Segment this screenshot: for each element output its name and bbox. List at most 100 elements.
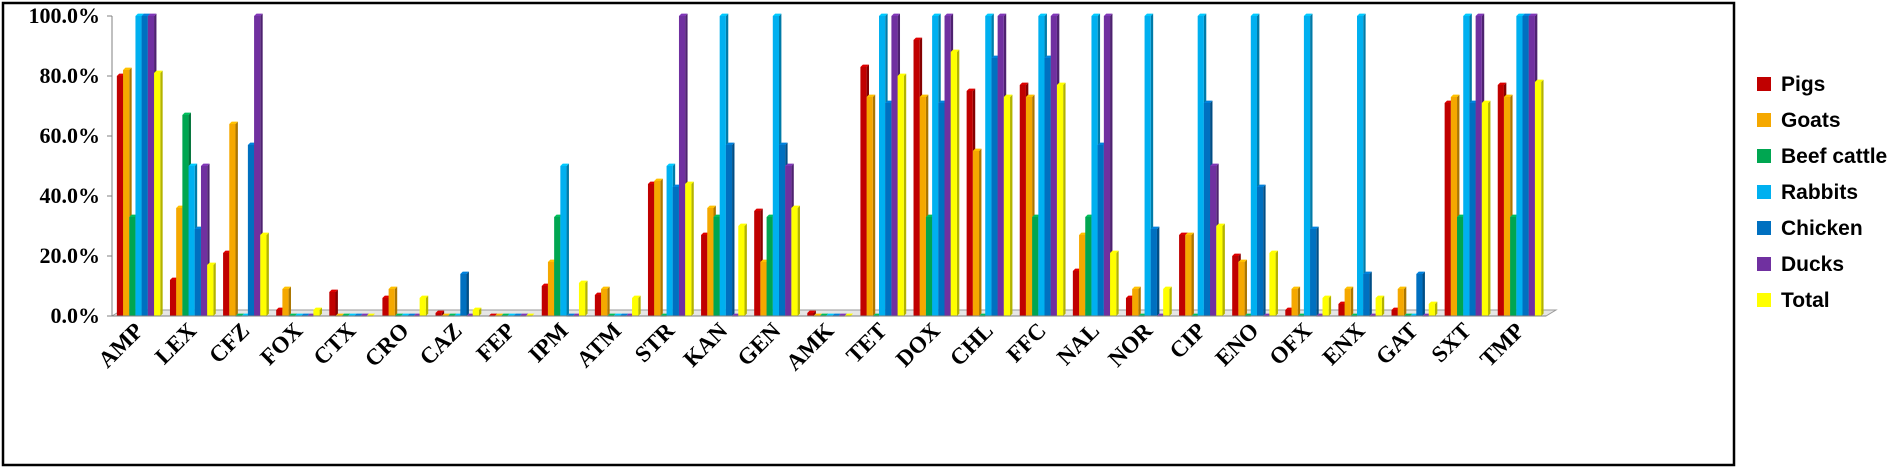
bar-top [501,313,510,316]
bar-top [844,313,854,316]
bar-top [1056,82,1066,85]
bar-front [1534,82,1542,316]
bar-top [494,313,504,316]
bar-front [925,217,933,316]
bar-side [1169,286,1172,316]
bar-top [407,313,416,316]
bar-top [260,232,269,235]
bar-front [1185,235,1192,316]
bar-side [160,70,163,316]
bar-front [707,208,714,316]
bar-front [1450,97,1458,316]
bar [1291,286,1301,316]
bar [601,286,610,316]
bar-top [147,13,157,16]
bar-top [135,13,145,16]
bar-top [472,307,482,310]
bar [282,286,291,316]
bar-top [654,178,663,181]
bar-front [972,151,980,316]
bar-front [1025,97,1033,316]
bar-top [1375,295,1385,298]
bar-front [866,97,873,316]
bar-top [1310,226,1319,229]
bar-front [1203,103,1211,316]
bar-top [1203,100,1213,103]
bar [1357,13,1366,316]
bar-top [832,313,841,316]
bar-top [1250,13,1260,16]
bar-top [235,313,245,316]
bar-front [460,274,467,316]
y-tick-label: 100.0% [29,3,101,28]
y-tick-label: 40.0% [40,183,101,208]
bar-top [913,37,923,40]
bar-front [666,166,673,316]
bar-top [1428,301,1438,304]
bar-front [147,16,155,316]
bar-front [772,16,779,316]
bar-side [903,73,907,316]
bar-front [472,310,479,316]
y-tick-label: 60.0% [40,123,101,148]
bar-top [460,271,469,274]
y-axis: 0.0% 20.0% 40.0% 60.0% 80.0% 100.0% [29,3,1546,328]
bar-top [1256,184,1266,187]
bar-top [725,142,735,145]
bar-side [1328,295,1332,316]
bar-front [1032,217,1039,316]
bar-top [447,313,457,316]
bar-top [347,313,357,316]
bar-top [1197,13,1207,16]
bar-top [879,13,888,16]
bar-side [607,286,610,316]
bars-group [116,13,1544,317]
legend-label: Ducks [1781,253,1844,276]
bar [560,163,569,316]
bar-front [229,124,236,316]
legend-label: Beef cattle [1781,145,1887,168]
bar-top [300,313,310,316]
bar-top [513,313,523,316]
bar-top [1091,13,1101,16]
bar-front [1285,310,1292,316]
bar [1110,250,1119,316]
legend-label: Rabbits [1781,181,1858,204]
bar-side [1403,286,1407,316]
bar-top [997,13,1007,16]
bar [1397,286,1407,316]
bar-top [1450,94,1460,97]
bar-front [1397,289,1404,316]
y-tick-label: 80.0% [40,63,101,88]
bar [1132,286,1141,316]
bar-front [738,226,745,316]
bar-front [1250,16,1257,316]
bar [313,307,322,316]
bar-side [956,49,960,316]
bar-top [972,148,982,151]
bar-top [891,13,901,16]
bar-front [938,103,945,316]
bar-front [932,16,939,316]
bar-top [566,313,576,316]
bar-front [329,292,336,316]
bar [207,262,216,316]
bar-top [666,163,676,166]
bar-front [1232,256,1239,316]
bar-side [566,163,569,316]
bar-side [1116,250,1119,316]
bar-top [1357,13,1366,16]
bar-top [207,262,216,265]
bar-front [1210,166,1217,316]
bar [807,310,816,316]
bar-side [425,295,429,316]
bar [419,295,429,316]
bar-side [1110,13,1113,316]
bar-front [1416,274,1423,316]
bar [1375,295,1385,316]
bar-top [329,289,338,292]
bar-front [719,16,726,316]
bar-top [613,313,623,316]
bar-top [188,163,198,166]
bar-front [1444,103,1451,316]
